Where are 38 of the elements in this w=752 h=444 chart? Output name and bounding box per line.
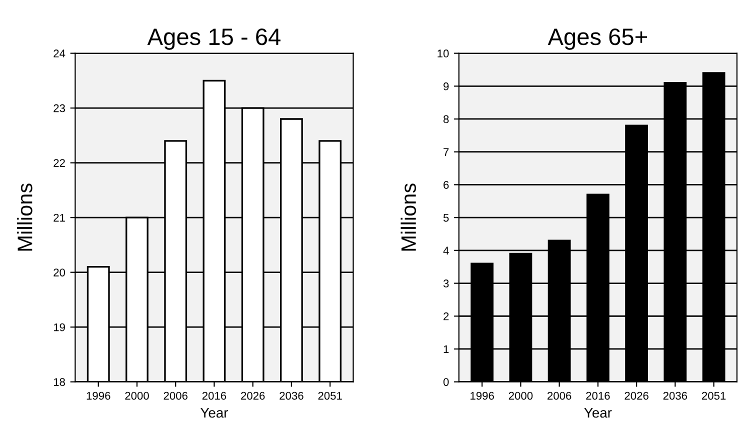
x-axis-title: Year xyxy=(584,408,612,418)
y-tick-label: 22 xyxy=(54,159,65,167)
x-tick-label: 2006 xyxy=(548,392,572,400)
y-tick-label: 5 xyxy=(443,214,449,222)
y-tick-label: 0 xyxy=(443,378,449,386)
y-tick-label: 10 xyxy=(438,50,449,58)
chart-title: Ages 65+ xyxy=(548,28,647,50)
x-tick-label: 2006 xyxy=(164,392,188,400)
y-tick-label: 21 xyxy=(54,214,65,222)
x-tick-label: 2026 xyxy=(624,392,648,400)
y-tick-label: 8 xyxy=(443,115,449,124)
x-tick-label: 2036 xyxy=(280,392,304,400)
y-axis-title: Millions xyxy=(17,184,32,251)
chart-title: Ages 15 - 64 xyxy=(147,28,280,50)
x-tick-label: 2051 xyxy=(318,392,342,400)
y-tick-label: 18 xyxy=(54,378,65,386)
y-tick-label: 19 xyxy=(54,323,65,332)
y-tick-label: 20 xyxy=(54,268,66,276)
y-tick-label: 2 xyxy=(444,312,449,320)
y-tick-label: 4 xyxy=(443,246,449,254)
x-tick-label: 1996 xyxy=(86,392,110,400)
y-tick-label: 9 xyxy=(444,82,449,90)
y-tick-label: 6 xyxy=(444,180,449,189)
x-axis-title: Year xyxy=(200,408,228,418)
x-tick-label: 2000 xyxy=(508,392,533,400)
y-tick-label: 1 xyxy=(444,345,449,354)
y-tick-label: 7 xyxy=(444,148,449,156)
x-tick-label: 1996 xyxy=(470,392,494,400)
y-axis-title: Millions xyxy=(400,184,416,251)
x-tick-label: 2016 xyxy=(586,392,610,400)
y-tick-label: 24 xyxy=(54,50,66,58)
y-tick-label: 3 xyxy=(443,280,449,288)
x-tick-label: 2036 xyxy=(663,392,688,400)
y-tick-label: 23 xyxy=(54,104,65,112)
x-tick-label: 2016 xyxy=(202,392,226,400)
x-tick-label: 2026 xyxy=(241,392,265,400)
x-tick-label: 2051 xyxy=(702,392,726,400)
x-tick-label: 2000 xyxy=(125,392,149,400)
